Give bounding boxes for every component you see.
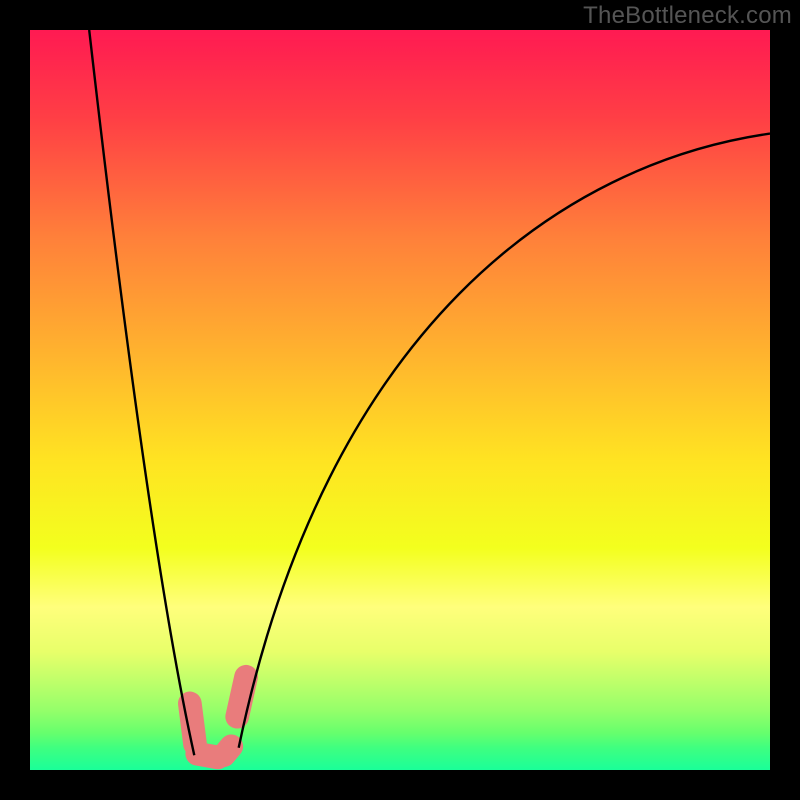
curve-layer: [30, 30, 770, 770]
plot-area: [30, 30, 770, 770]
curve-left-branch: [89, 30, 194, 755]
marker-blobs: [190, 677, 246, 758]
watermark-text: TheBottleneck.com: [583, 2, 792, 30]
curve-right-branch: [239, 134, 770, 748]
